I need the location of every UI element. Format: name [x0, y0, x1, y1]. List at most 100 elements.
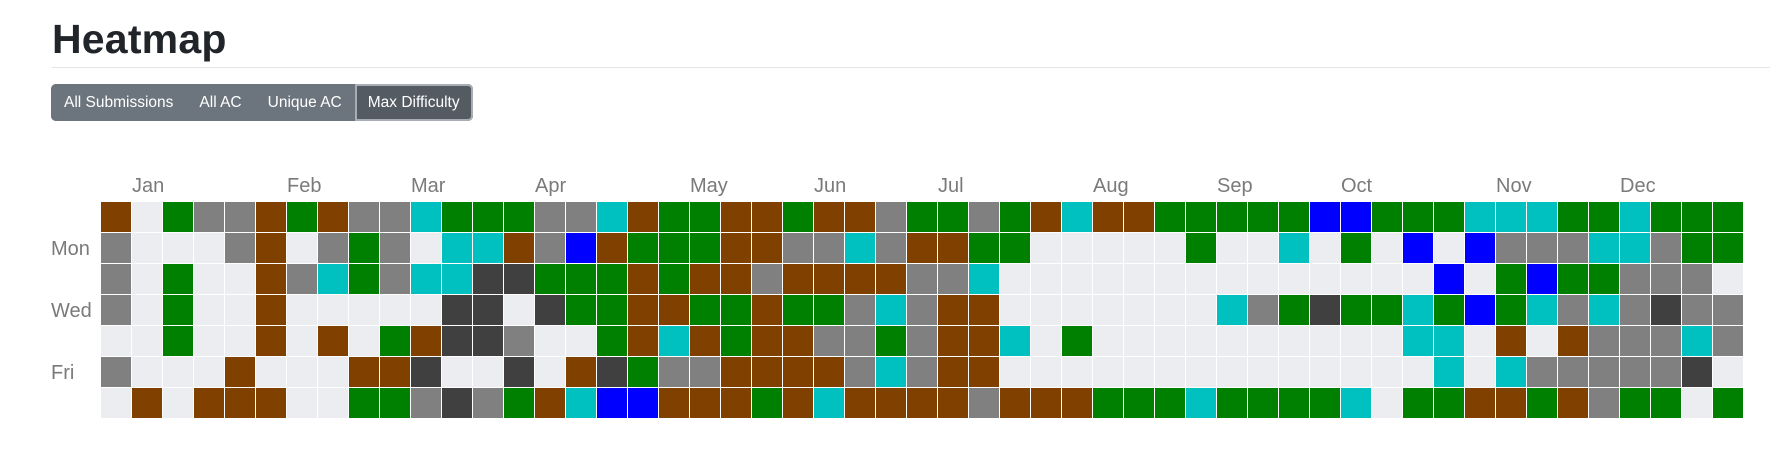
heatmap-cell[interactable]: [1403, 326, 1433, 356]
heatmap-cell[interactable]: [752, 326, 782, 356]
heatmap-cell[interactable]: [721, 357, 751, 387]
heatmap-cell[interactable]: [721, 233, 751, 263]
heatmap-cell[interactable]: [163, 233, 193, 263]
heatmap-cell[interactable]: [504, 264, 534, 294]
heatmap-cell[interactable]: [938, 233, 968, 263]
heatmap-cell[interactable]: [504, 202, 534, 232]
heatmap-cell[interactable]: [783, 326, 813, 356]
heatmap-cell[interactable]: [442, 388, 472, 418]
heatmap-cell[interactable]: [1000, 233, 1030, 263]
heatmap-cell[interactable]: [1000, 326, 1030, 356]
heatmap-cell[interactable]: [1527, 264, 1557, 294]
heatmap-cell[interactable]: [411, 295, 441, 325]
heatmap-cell[interactable]: [845, 202, 875, 232]
heatmap-cell[interactable]: [1651, 202, 1681, 232]
heatmap-cell[interactable]: [814, 388, 844, 418]
heatmap-cell[interactable]: [907, 388, 937, 418]
heatmap-cell[interactable]: [473, 388, 503, 418]
heatmap-cell[interactable]: [101, 388, 131, 418]
heatmap-cell[interactable]: [1496, 202, 1526, 232]
heatmap-cell[interactable]: [1372, 202, 1402, 232]
heatmap-cell[interactable]: [1248, 388, 1278, 418]
heatmap-cell[interactable]: [163, 202, 193, 232]
heatmap-cell[interactable]: [1465, 357, 1495, 387]
heatmap-cell[interactable]: [721, 202, 751, 232]
heatmap-cell[interactable]: [349, 202, 379, 232]
heatmap-cell[interactable]: [504, 357, 534, 387]
heatmap-cell[interactable]: [1341, 202, 1371, 232]
heatmap-cell[interactable]: [659, 264, 689, 294]
heatmap-cell[interactable]: [1651, 388, 1681, 418]
heatmap-cell[interactable]: [628, 295, 658, 325]
heatmap-cell[interactable]: [411, 388, 441, 418]
heatmap-cell[interactable]: [535, 388, 565, 418]
heatmap-cell[interactable]: [907, 264, 937, 294]
heatmap-cell[interactable]: [1093, 357, 1123, 387]
heatmap-cell[interactable]: [1186, 202, 1216, 232]
heatmap-cell[interactable]: [1062, 264, 1092, 294]
heatmap-cell[interactable]: [318, 388, 348, 418]
heatmap-cell[interactable]: [1031, 264, 1061, 294]
heatmap-cell[interactable]: [1465, 326, 1495, 356]
heatmap-cell[interactable]: [349, 233, 379, 263]
heatmap-cell[interactable]: [876, 388, 906, 418]
heatmap-cell[interactable]: [1031, 388, 1061, 418]
heatmap-cell[interactable]: [1372, 295, 1402, 325]
heatmap-cell[interactable]: [1279, 357, 1309, 387]
heatmap-cell[interactable]: [783, 264, 813, 294]
heatmap-cell[interactable]: [225, 326, 255, 356]
heatmap-cell[interactable]: [287, 202, 317, 232]
heatmap-cell[interactable]: [1155, 264, 1185, 294]
heatmap-cell[interactable]: [721, 295, 751, 325]
heatmap-cell[interactable]: [1155, 295, 1185, 325]
heatmap-cell[interactable]: [473, 295, 503, 325]
heatmap-cell[interactable]: [1217, 295, 1247, 325]
heatmap-cell[interactable]: [1496, 326, 1526, 356]
heatmap-cell[interactable]: [907, 326, 937, 356]
heatmap-cell[interactable]: [504, 233, 534, 263]
heatmap-cell[interactable]: [287, 295, 317, 325]
heatmap-cell[interactable]: [1651, 233, 1681, 263]
heatmap-cell[interactable]: [597, 233, 627, 263]
heatmap-cell[interactable]: [1527, 233, 1557, 263]
heatmap-cell[interactable]: [1372, 357, 1402, 387]
heatmap-cell[interactable]: [1682, 202, 1712, 232]
heatmap-cell[interactable]: [969, 357, 999, 387]
heatmap-cell[interactable]: [566, 357, 596, 387]
heatmap-cell[interactable]: [1558, 357, 1588, 387]
heatmap-cell[interactable]: [1434, 233, 1464, 263]
heatmap-cell[interactable]: [1155, 357, 1185, 387]
heatmap-cell[interactable]: [1403, 233, 1433, 263]
heatmap-cell[interactable]: [101, 295, 131, 325]
heatmap-cell[interactable]: [783, 295, 813, 325]
heatmap-cell[interactable]: [1062, 388, 1092, 418]
heatmap-cell[interactable]: [1217, 388, 1247, 418]
heatmap-cell[interactable]: [380, 233, 410, 263]
heatmap-cell[interactable]: [1093, 264, 1123, 294]
heatmap-cell[interactable]: [1186, 295, 1216, 325]
heatmap-cell[interactable]: [473, 326, 503, 356]
heatmap-cell[interactable]: [752, 357, 782, 387]
heatmap-cell[interactable]: [597, 357, 627, 387]
heatmap-cell[interactable]: [132, 202, 162, 232]
heatmap-cell[interactable]: [1000, 264, 1030, 294]
heatmap-cell[interactable]: [225, 233, 255, 263]
heatmap-cell[interactable]: [442, 295, 472, 325]
heatmap-cell[interactable]: [473, 357, 503, 387]
heatmap-cell[interactable]: [783, 233, 813, 263]
heatmap-cell[interactable]: [1465, 295, 1495, 325]
heatmap-cell[interactable]: [907, 233, 937, 263]
heatmap-cell[interactable]: [628, 326, 658, 356]
heatmap-cell[interactable]: [1713, 202, 1743, 232]
heatmap-cell[interactable]: [1093, 233, 1123, 263]
heatmap-cell[interactable]: [1341, 326, 1371, 356]
heatmap-cell[interactable]: [1589, 357, 1619, 387]
all-submissions-button[interactable]: All Submissions: [51, 84, 187, 121]
heatmap-cell[interactable]: [1186, 388, 1216, 418]
heatmap-cell[interactable]: [1713, 388, 1743, 418]
heatmap-cell[interactable]: [1310, 233, 1340, 263]
heatmap-cell[interactable]: [876, 264, 906, 294]
heatmap-cell[interactable]: [1372, 326, 1402, 356]
unique-ac-button[interactable]: Unique AC: [254, 84, 355, 121]
heatmap-cell[interactable]: [845, 295, 875, 325]
